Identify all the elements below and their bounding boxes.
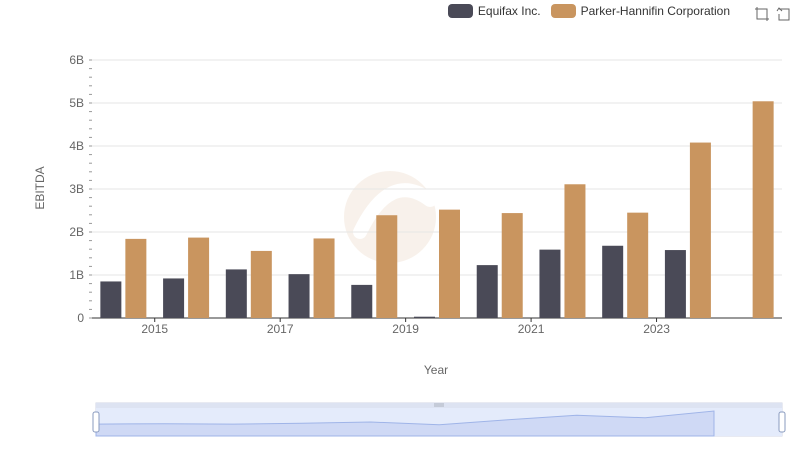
x-tick-label: 2015: [141, 322, 168, 336]
bar-parker-hannifin[interactable]: [313, 238, 335, 318]
legend: Equifax Inc. Parker-Hannifin Corporation: [447, 4, 730, 18]
y-tick-label: 1B: [69, 268, 84, 282]
legend-label-equifax: Equifax Inc.: [477, 4, 541, 18]
y-tick-label: 6B: [69, 53, 84, 67]
y-axis-label: EBITDA: [33, 166, 47, 209]
x-tick-label: 2017: [267, 322, 294, 336]
x-tick-label: 2023: [643, 322, 670, 336]
bar-parker-hannifin[interactable]: [250, 250, 272, 318]
bar-parker-hannifin[interactable]: [627, 212, 649, 318]
slider-handle-right[interactable]: [778, 411, 786, 433]
bar-equifax[interactable]: [476, 265, 498, 318]
y-axis: 0 1B 2B 3B 4B 5B 6B: [69, 53, 92, 325]
legend-label-parker-hannifin: Parker-Hannifin Corporation: [580, 4, 730, 18]
legend-swatch-equifax: [447, 4, 473, 18]
slider-move-handle[interactable]: [434, 403, 444, 407]
data-zoom-slider[interactable]: [92, 402, 786, 437]
bar-equifax[interactable]: [539, 249, 561, 318]
y-tick-label: 4B: [69, 139, 84, 153]
x-axis-label: Year: [424, 363, 448, 377]
bar-parker-hannifin[interactable]: [689, 142, 711, 318]
x-axis: 2015 2017 2019 2021 2023: [92, 317, 782, 336]
zoom-icon[interactable]: [754, 6, 770, 22]
restore-icon[interactable]: [776, 6, 792, 22]
y-tick-label: 2B: [69, 225, 84, 239]
bar-equifax[interactable]: [225, 269, 247, 318]
legend-item-parker-hannifin[interactable]: Parker-Hannifin Corporation: [550, 4, 730, 18]
bar-equifax[interactable]: [163, 278, 185, 318]
legend-item-equifax[interactable]: Equifax Inc.: [447, 4, 541, 18]
bar-parker-hannifin[interactable]: [125, 238, 147, 318]
bar-parker-hannifin[interactable]: [439, 209, 460, 318]
legend-swatch-parker-hannifin: [550, 4, 576, 18]
bars: [100, 101, 774, 318]
bar-equifax[interactable]: [351, 284, 373, 318]
bar-parker-hannifin[interactable]: [752, 101, 774, 318]
y-tick-label: 0: [77, 311, 84, 325]
toolbox: [754, 6, 792, 22]
bar-equifax[interactable]: [664, 250, 686, 318]
bar-parker-hannifin[interactable]: [188, 237, 210, 318]
x-tick-label: 2019: [392, 322, 419, 336]
x-tick-label: 2021: [518, 322, 545, 336]
y-tick-label: 3B: [69, 182, 84, 196]
bar-equifax[interactable]: [100, 281, 122, 318]
bar-parker-hannifin[interactable]: [564, 184, 586, 318]
slider-handle-left[interactable]: [92, 411, 100, 433]
y-tick-label: 5B: [69, 96, 84, 110]
slider-preview-area: [95, 410, 715, 437]
bar-equifax[interactable]: [288, 274, 310, 318]
bar-equifax[interactable]: [602, 245, 624, 318]
bar-parker-hannifin[interactable]: [501, 213, 523, 318]
bar-parker-hannifin[interactable]: [376, 215, 398, 318]
bar-equifax[interactable]: [414, 316, 435, 318]
